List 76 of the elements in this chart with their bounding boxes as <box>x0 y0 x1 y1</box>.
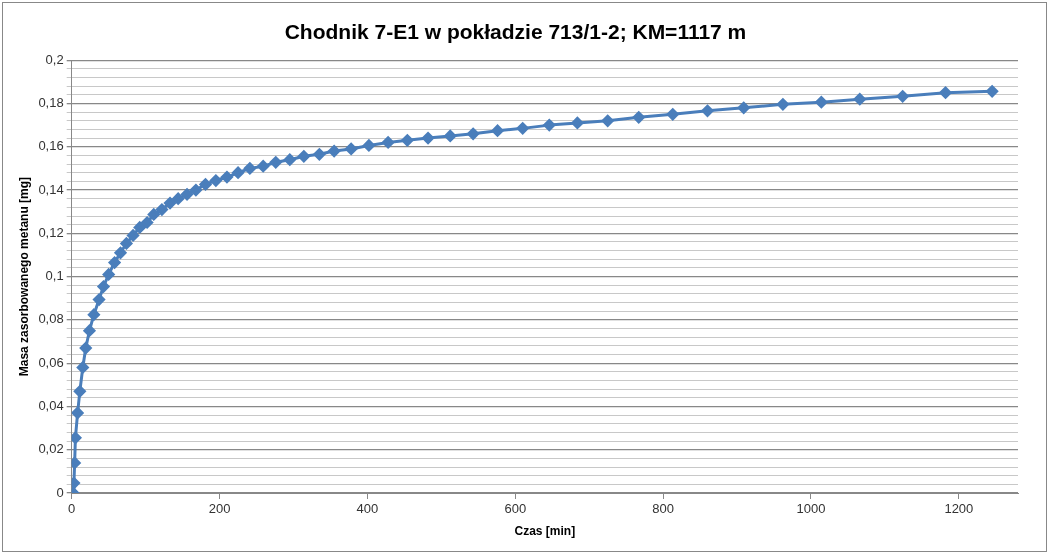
point <box>382 136 395 149</box>
point <box>422 132 435 145</box>
x-tick-label: 0 <box>68 501 76 517</box>
point <box>986 85 999 98</box>
point <box>120 237 133 250</box>
point <box>220 171 233 184</box>
point <box>164 197 177 210</box>
point <box>71 406 84 419</box>
chart-title: Chodnik 7-E1 w pokładzie 713/1-2; KM=1117 m <box>284 20 747 44</box>
point <box>102 268 115 281</box>
x-axis-title: Czas [min] <box>514 524 576 539</box>
point <box>243 162 256 175</box>
point <box>209 174 222 187</box>
y-tick-label: 0,06 <box>38 354 64 370</box>
y-tick-label: 0,12 <box>38 224 64 240</box>
point <box>114 246 127 259</box>
y-axis-title: Masa zasorbowanego metanu [mg] <box>16 176 31 377</box>
y-tick-label: 0,04 <box>38 398 64 414</box>
point <box>401 134 414 147</box>
point <box>73 385 86 398</box>
y-tick-label: 0,1 <box>45 268 64 284</box>
point <box>199 178 212 191</box>
point <box>232 166 245 179</box>
x-tick-label: 400 <box>356 501 379 517</box>
point <box>93 293 106 306</box>
point <box>141 216 154 229</box>
point <box>181 188 194 201</box>
point <box>76 361 89 374</box>
x-tick-label: 800 <box>652 501 674 517</box>
point <box>127 229 140 242</box>
point <box>491 124 504 137</box>
point <box>815 96 828 109</box>
point <box>269 156 282 169</box>
y-tick-label: 0,14 <box>38 181 64 197</box>
point <box>444 129 457 142</box>
point <box>108 256 121 269</box>
point <box>516 122 529 135</box>
point <box>87 308 100 321</box>
point <box>155 203 168 216</box>
point <box>737 101 750 114</box>
point <box>283 153 296 166</box>
point <box>172 192 185 205</box>
point <box>467 127 480 140</box>
y-tick-label: 0,02 <box>38 441 64 457</box>
point <box>313 148 326 161</box>
point <box>133 221 146 234</box>
point <box>362 139 375 152</box>
point <box>83 324 96 337</box>
point <box>297 150 310 163</box>
point <box>939 86 952 99</box>
point <box>147 208 160 221</box>
point <box>601 114 614 127</box>
y-tick-label: 0,08 <box>38 311 64 327</box>
point <box>345 142 358 155</box>
x-tick-label: 200 <box>208 501 231 517</box>
point <box>257 160 270 173</box>
point <box>701 104 714 117</box>
point <box>543 119 556 132</box>
point <box>853 93 866 106</box>
point <box>776 98 789 111</box>
point <box>328 145 341 158</box>
point <box>79 342 92 355</box>
x-tick-label: 1200 <box>944 501 974 517</box>
point <box>632 111 645 124</box>
x-tick-label: 1000 <box>796 501 826 517</box>
x-tick-label: 600 <box>504 501 527 517</box>
point <box>571 116 584 129</box>
point <box>666 108 679 121</box>
point <box>896 90 909 103</box>
y-tick-label: 0 <box>56 484 64 500</box>
y-tick-label: 0,2 <box>45 51 64 67</box>
point <box>71 431 82 444</box>
point <box>97 280 110 293</box>
y-tick-label: 0,16 <box>38 138 64 154</box>
y-tick-label: 0,18 <box>38 95 64 111</box>
point <box>189 184 202 197</box>
